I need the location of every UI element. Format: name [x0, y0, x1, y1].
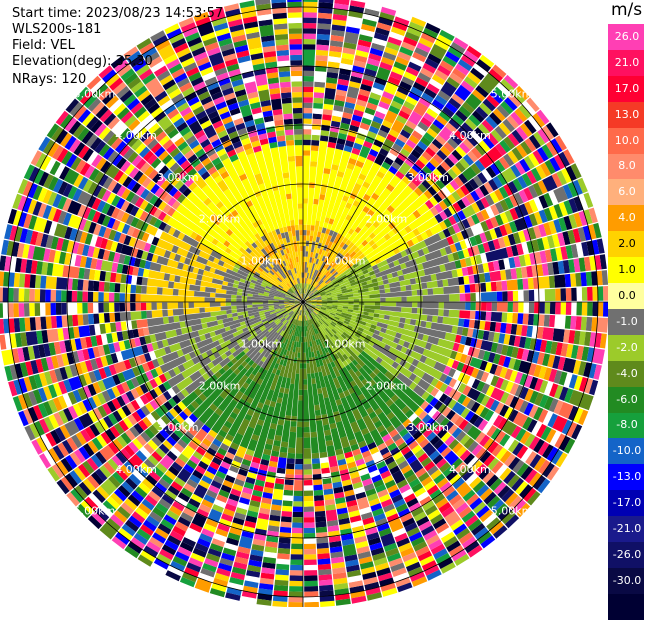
range-ring-label: 4.00km: [449, 463, 491, 476]
field-text: Field: VEL: [12, 38, 75, 53]
colorbar-tick-label: -17.0: [612, 496, 642, 510]
colorbar-tick-label: 26.0: [614, 29, 640, 43]
colorbar-tick-label: 4.0: [618, 211, 636, 225]
ppi-plot: 1.00km 1.00km 1.00km 1.00km 2.00km 2.00km 2.00…: [0, 0, 610, 607]
colorbar-tick-label: 17.0: [614, 81, 640, 95]
colorbar-cell: [608, 490, 644, 517]
colorbar-tick-label: -21.0: [612, 522, 642, 536]
colorbar-cell: [608, 75, 644, 103]
colorbar-cell: [608, 49, 644, 77]
colorbar-cell: [608, 567, 644, 595]
azimuth-line: [302, 301, 363, 405]
colorbar-cell: [608, 542, 644, 569]
range-ring-label: 5.00km: [491, 505, 533, 518]
colorbar-tick-label: -2.0: [616, 340, 638, 354]
range-ring-label: 3.00km: [407, 421, 449, 434]
azimuth-line: [243, 199, 304, 303]
velocity-gates: [13, 1, 598, 607]
azimuth-lines: [0, 0, 610, 607]
velocity-gates: [1, 0, 597, 602]
colorbar-cell: [608, 308, 644, 336]
azimuth-line: [302, 301, 406, 362]
station-text: WLS200s-181: [12, 22, 102, 37]
colorbar-cell: [608, 386, 644, 413]
colorbar-cell: [608, 438, 644, 465]
colorbar-cell: [608, 283, 644, 310]
range-ring-label: 5.00km: [74, 505, 116, 518]
range-ring-label: 2.00km: [199, 379, 241, 392]
range-ring-label: 1.00km: [324, 254, 366, 267]
range-ring-label: 3.00km: [157, 171, 199, 184]
colorbar-tick-label: 10.0: [614, 133, 640, 147]
colorbar-cell: [608, 24, 644, 51]
range-ring-label: 5.00km: [491, 87, 533, 100]
colorbar-cell: [608, 179, 644, 206]
colorbar-cell: [608, 334, 644, 362]
colorbar-cell: [608, 360, 644, 388]
colorbar-tick-label: -26.0: [612, 547, 642, 561]
azimuth-line: [200, 242, 304, 303]
colorbar-cell: [608, 231, 644, 258]
colorbar-cell: [608, 464, 644, 491]
colorbar-cell: [608, 101, 644, 129]
colorbar-tick-label: -6.0: [616, 392, 638, 406]
start-time-text: Start time: 2023/08/23 14:53:57: [12, 6, 224, 21]
velocity-field: [0, 0, 609, 607]
colorbar-tick-label: 13.0: [614, 107, 640, 121]
colorbar-cell: [608, 257, 644, 284]
colorbar-tick-label: 1.0: [618, 263, 636, 277]
colorbar-cell: [608, 516, 644, 543]
colorbar-cell: [608, 127, 644, 154]
colorbar-tick-label: -30.0: [612, 573, 642, 587]
azimuth-line: [243, 301, 304, 405]
colorbar-tick-label: 8.0: [618, 159, 636, 173]
colorbar-tick-label: 6.0: [618, 185, 636, 199]
range-ring-label: 1.00km: [241, 338, 283, 351]
colorbar-tick-label: -10.0: [612, 444, 642, 458]
colorbar-tick-label: 0.0: [618, 288, 636, 302]
colorbar-cell: [608, 205, 644, 232]
range-ring-label: 2.00km: [366, 213, 408, 226]
azimuth-line: [302, 199, 363, 303]
range-ring-label: 1.00km: [241, 254, 283, 267]
azimuth-line: [302, 242, 406, 303]
colorbar-tick-label: -4.0: [616, 366, 638, 380]
colorbar-tick-label: -8.0: [616, 418, 638, 432]
range-ring-label: 4.00km: [449, 129, 491, 142]
range-ring-label: 3.00km: [157, 421, 199, 434]
velocity-gates: [0, 3, 609, 603]
range-ring-label: 1.00km: [324, 338, 366, 351]
elevation-text: Elevation(deg): 35.30: [12, 54, 153, 69]
nrays-text: NRays: 120: [12, 72, 87, 87]
azimuth-line: [200, 301, 304, 362]
velocity-gates: [2, 3, 589, 604]
colorbar-tick-label: -13.0: [612, 470, 642, 484]
range-ring-label: 4.00km: [115, 129, 157, 142]
range-ring-label: 2.00km: [366, 379, 408, 392]
colorbar-tick-label: 21.0: [614, 55, 640, 69]
range-ring-label: 5.00km: [74, 87, 116, 100]
range-ring-labels: 1.00km 1.00km 1.00km 1.00km 2.00km 2.00km 2.00…: [74, 87, 533, 517]
colorbar-unit: m/s: [611, 0, 643, 20]
velocity-gates: [8, 16, 593, 601]
range-ring-label: 4.00km: [115, 463, 157, 476]
colorbar-cell: [608, 412, 644, 439]
range-ring-label: 3.00km: [407, 171, 449, 184]
colorbar-tick-label: -1.0: [616, 314, 638, 328]
colorbar-tick-label: 2.0: [618, 237, 636, 251]
range-ring-label: 2.00km: [199, 213, 241, 226]
colorbar-cell: [608, 153, 644, 180]
